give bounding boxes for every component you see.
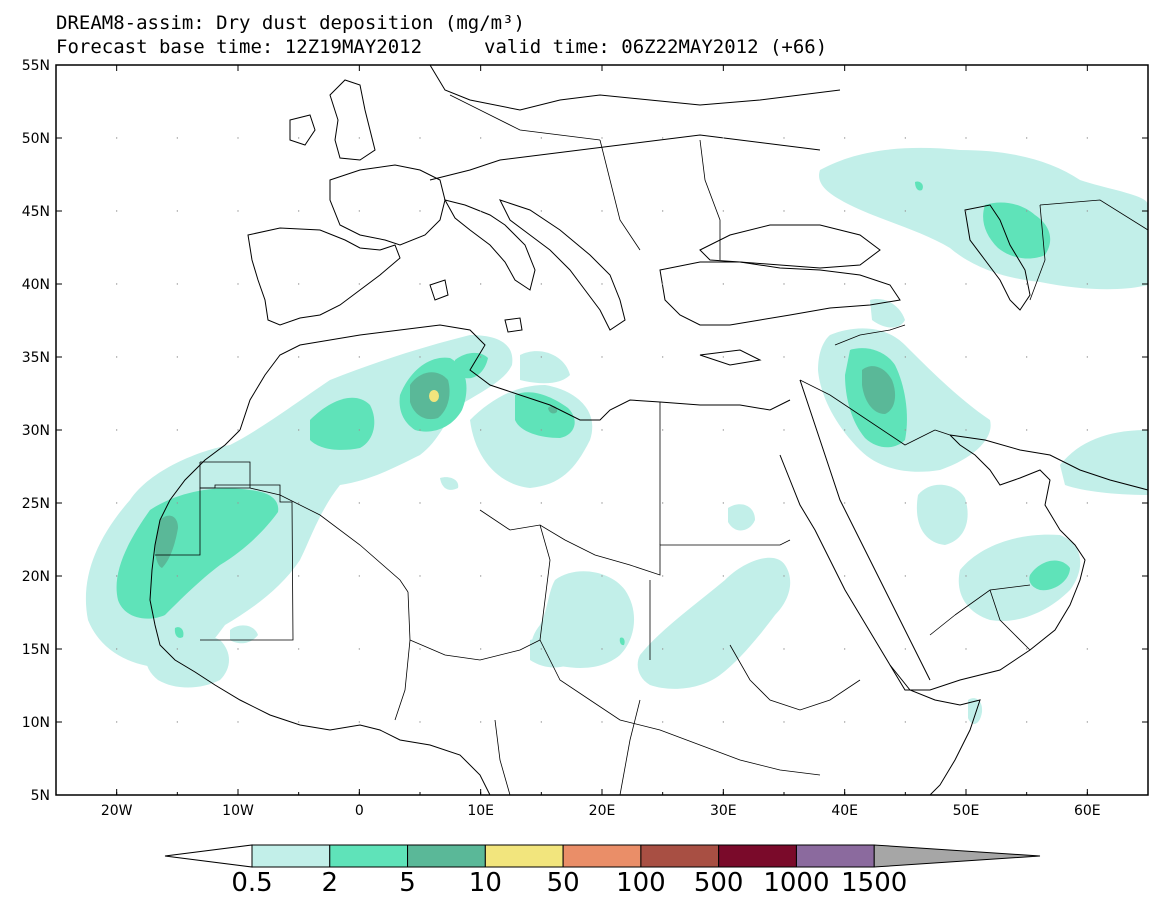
colorbar-label: 2: [322, 868, 339, 898]
lon-label: 50E: [953, 803, 980, 819]
colorbar-label: 100: [616, 868, 666, 898]
colorbar-segment: [484, 844, 564, 868]
colorbar-segment: [718, 844, 797, 868]
colorbar-segment: [873, 844, 1041, 868]
colorbar-label: 5: [399, 868, 416, 898]
lat-label: 25N: [22, 496, 50, 512]
lon-label: 20W: [101, 803, 133, 819]
lon-label: 10E: [467, 803, 494, 819]
lat-label: 35N: [22, 350, 50, 366]
colorbar-labels: 0.5 2 5 10 50 100 500 1000 1500: [231, 868, 907, 898]
colorbar-label: 50: [547, 868, 580, 898]
lat-label: 40N: [22, 277, 50, 293]
colorbar-label: 500: [694, 868, 744, 898]
lat-labels: 55N 50N 45N 40N 35N 30N 25N 20N 15N 10N 5N: [22, 58, 50, 804]
dust-field-layer: [85, 147, 1148, 724]
colorbar-label: 0.5: [231, 868, 272, 898]
axis-ticks: [55, 64, 1149, 796]
colorbar-segment: [329, 844, 409, 868]
lon-labels: 20W 10W 0 10E 20E 30E 40E 50E 60E: [101, 803, 1101, 819]
colorbar: [164, 844, 1041, 868]
lon-label: 40E: [831, 803, 858, 819]
lon-label: 0: [355, 803, 364, 819]
lat-label: 10N: [22, 715, 50, 731]
colorbar-segment: [795, 844, 875, 868]
lat-label: 20N: [22, 569, 50, 585]
colorbar-label: 10: [469, 868, 502, 898]
lat-label: 45N: [22, 204, 50, 220]
colorbar-segment: [562, 844, 642, 868]
dust-level-10: [429, 390, 439, 402]
colorbar-arrow-low: [164, 844, 253, 868]
lat-label: 50N: [22, 131, 50, 147]
valid-time: valid time: 06Z22MAY2012 (+66): [484, 36, 828, 58]
colorbar-label: 1000: [763, 868, 829, 898]
lat-label: 5N: [31, 788, 50, 804]
lon-label: 30E: [710, 803, 737, 819]
colorbar-segment: [407, 844, 486, 868]
lon-label: 10W: [222, 803, 254, 819]
country-borders: [155, 94, 1148, 795]
lon-label: 60E: [1074, 803, 1101, 819]
map-title: DREAM8-assim: Dry dust deposition (mg/m³…: [56, 12, 525, 34]
lat-label: 30N: [22, 423, 50, 439]
colorbar-segment: [251, 844, 331, 868]
forecast-base-time: Forecast base time: 12Z19MAY2012: [56, 36, 423, 58]
coastlines: [149, 65, 1148, 795]
lat-label: 15N: [22, 642, 50, 658]
lat-label: 55N: [22, 58, 50, 74]
lon-label: 20E: [589, 803, 616, 819]
colorbar-segment: [640, 844, 720, 868]
colorbar-label: 1500: [841, 868, 907, 898]
